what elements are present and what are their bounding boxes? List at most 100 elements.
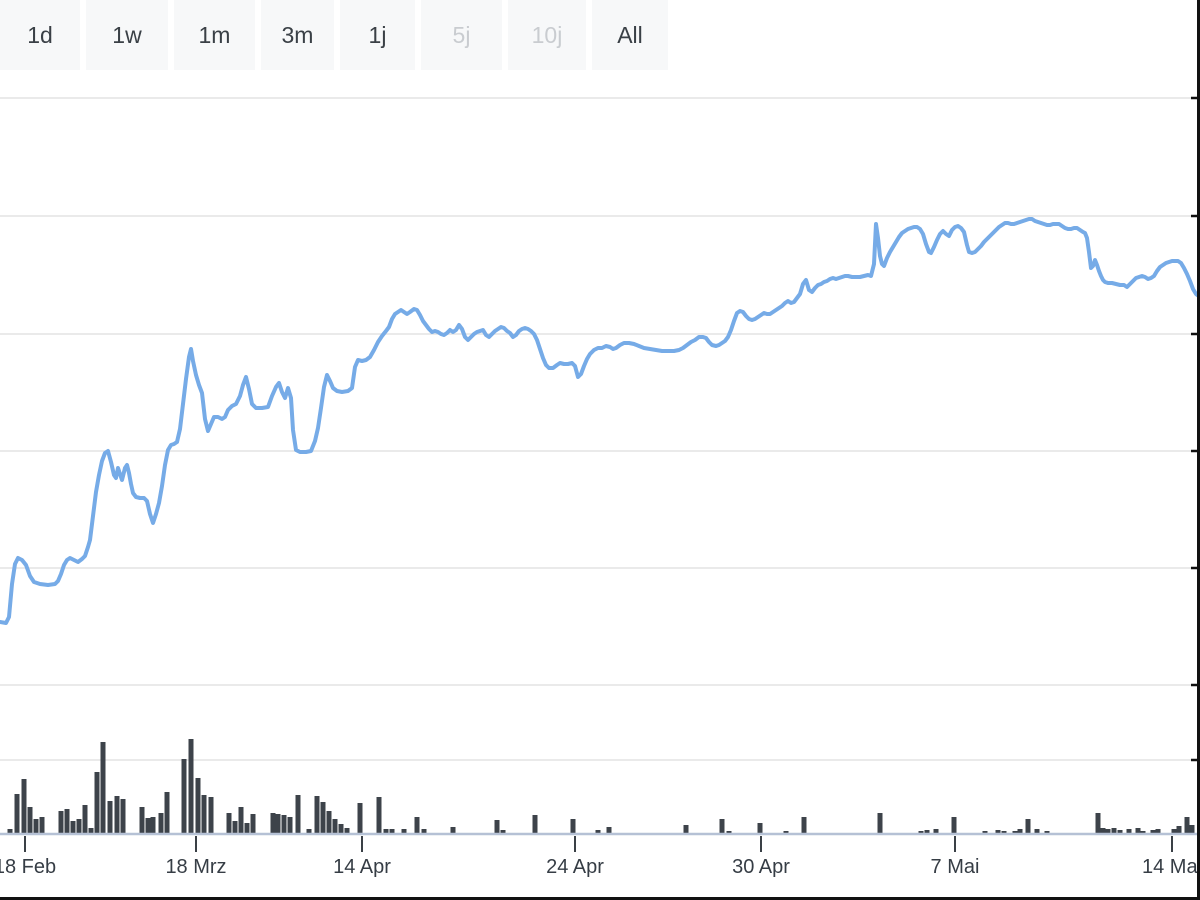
volume-bar — [250, 814, 256, 834]
volume-bar — [995, 830, 1001, 834]
volume-bar — [326, 811, 332, 834]
range-button-3m[interactable]: 3m — [261, 0, 334, 70]
volume-bar — [951, 817, 957, 834]
x-axis-label: 14 Mai — [1142, 856, 1200, 878]
volume-bar — [64, 809, 70, 834]
volume-bar — [58, 811, 64, 834]
volume-bar — [1044, 831, 1050, 834]
volume-bar — [82, 805, 88, 834]
volume-bar — [1117, 830, 1123, 834]
volume-bar — [982, 831, 988, 834]
volume-bar — [719, 819, 725, 834]
volume-bar — [281, 815, 287, 834]
volume-bar — [1105, 829, 1111, 834]
volume-bar — [389, 829, 395, 834]
volume-bar — [244, 823, 250, 834]
volume-bar — [76, 819, 82, 834]
volume-bar — [226, 813, 232, 834]
volume-bar — [238, 807, 244, 834]
volume-bar — [27, 807, 33, 834]
volume-bar — [877, 813, 883, 834]
volume-bar — [570, 819, 576, 834]
range-button-10j: 10j — [508, 0, 586, 70]
volume-bar — [39, 817, 45, 834]
volume-bar — [232, 821, 238, 834]
volume-bar — [164, 792, 170, 834]
volume-bar — [1111, 828, 1117, 834]
volume-bar — [188, 739, 194, 834]
volume-bar — [1135, 828, 1141, 834]
range-button-1w[interactable]: 1w — [86, 0, 168, 70]
volume-bar — [100, 742, 106, 834]
volume-bar — [208, 797, 214, 834]
volume-bar — [275, 814, 281, 834]
volume-bar — [1155, 829, 1161, 834]
volume-bar — [195, 778, 201, 834]
volume-bar — [450, 827, 456, 834]
volume-bar — [120, 799, 126, 834]
volume-bar — [344, 828, 350, 834]
volume-bar — [401, 829, 407, 834]
volume-bar — [21, 779, 27, 834]
range-button-all[interactable]: All — [592, 0, 668, 70]
volume-bar — [421, 829, 427, 834]
x-axis-label: 7 Mai — [931, 856, 980, 878]
range-button-1j[interactable]: 1j — [340, 0, 415, 70]
volume-bar — [1140, 831, 1146, 834]
volume-bar — [1025, 819, 1031, 834]
volume-bar — [1189, 825, 1195, 834]
volume-bar — [383, 829, 389, 834]
x-axis-label: 24 Apr — [546, 856, 604, 878]
volume-bar — [33, 819, 39, 834]
range-button-5j: 5j — [421, 0, 502, 70]
x-axis-label: 30 Apr — [732, 856, 790, 878]
volume-bar — [94, 772, 100, 834]
volume-bar — [14, 794, 20, 834]
x-axis-label: 18 Mrz — [165, 856, 226, 878]
volume-bar — [314, 796, 320, 834]
range-button-1m[interactable]: 1m — [174, 0, 255, 70]
volume-bar — [150, 817, 156, 834]
volume-bar — [683, 825, 689, 834]
x-axis-label: 18 Feb — [0, 856, 56, 878]
volume-bar — [295, 795, 301, 834]
volume-bar — [376, 797, 382, 834]
range-button-1d[interactable]: 1d — [0, 0, 80, 70]
volume-bar — [114, 796, 120, 834]
volume-bar — [1017, 829, 1023, 834]
volume-bar — [1126, 829, 1132, 834]
volume-bar — [287, 817, 293, 834]
volume-bar — [201, 795, 207, 834]
volume-bar — [320, 802, 326, 834]
volume-bar — [357, 803, 363, 834]
price-line — [0, 217, 1200, 625]
volume-bar — [181, 759, 187, 834]
volume-bar — [88, 828, 94, 834]
volume-bar — [500, 830, 506, 834]
volume-bar — [414, 817, 420, 834]
volume-bar — [1012, 831, 1018, 834]
volume-bar — [801, 817, 807, 834]
volume-bar — [332, 819, 338, 834]
volume-bar — [924, 830, 930, 834]
x-axis-label: 14 Apr — [333, 856, 391, 878]
volume-bar — [1150, 830, 1156, 834]
volume-bar — [1171, 829, 1177, 834]
volume-bar — [158, 813, 164, 834]
volume-bar — [270, 813, 276, 834]
volume-bar — [1100, 828, 1106, 834]
volume-bar — [494, 820, 500, 834]
volume-bar — [1095, 813, 1101, 834]
volume-bar — [532, 815, 538, 834]
volume-bar — [757, 823, 763, 834]
volume-bar — [139, 807, 145, 834]
volume-bar — [595, 830, 601, 834]
volume-bar — [1034, 829, 1040, 834]
volume-bar — [338, 824, 344, 834]
volume-bar — [1184, 817, 1190, 834]
volume-bar — [107, 801, 113, 834]
volume-bar — [7, 829, 13, 834]
volume-bar — [726, 831, 732, 834]
